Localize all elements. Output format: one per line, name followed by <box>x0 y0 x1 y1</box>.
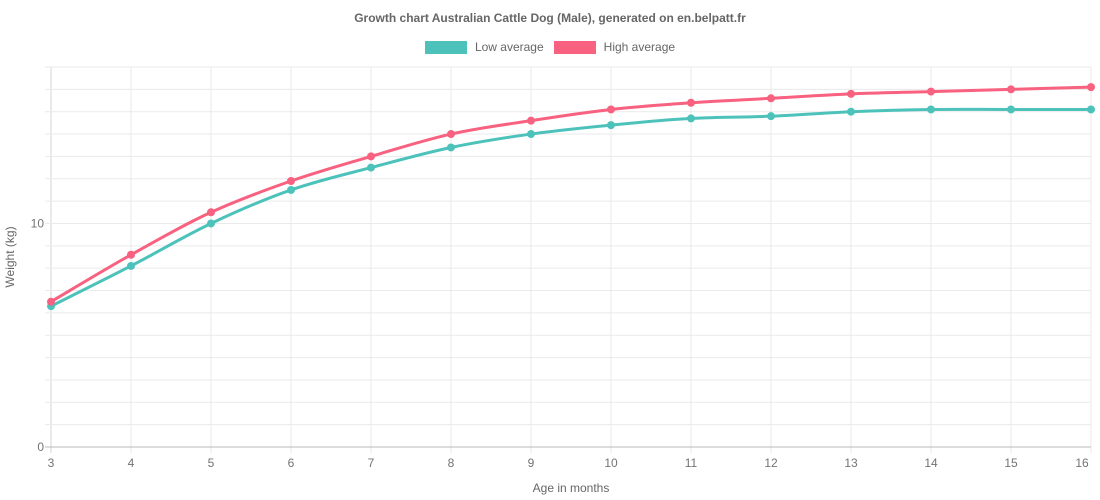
high-average-data-point[interactable] <box>527 116 535 125</box>
chart-title: Growth chart Australian Cattle Dog (Male… <box>354 11 746 25</box>
x-tick-label: 9 <box>528 456 535 470</box>
low-average-data-point[interactable] <box>1007 105 1015 114</box>
legend-swatch-high-average-icon <box>553 41 596 54</box>
x-tick-label: 14 <box>924 456 938 470</box>
low-average-data-point[interactable] <box>527 130 535 139</box>
x-tick-label: 8 <box>448 456 455 470</box>
high-average-line <box>49 85 1093 304</box>
low-average-data-point[interactable] <box>287 185 295 194</box>
y-tick-label: 10 <box>31 216 45 230</box>
x-tick-label: 4 <box>128 456 135 470</box>
legend-item-low-average[interactable]: Low average <box>424 40 544 54</box>
low-average-data-point[interactable] <box>767 112 775 121</box>
x-tick-label: 3 <box>48 456 55 470</box>
high-average-data-point[interactable] <box>687 98 695 107</box>
low-average-data-point[interactable] <box>1087 105 1095 114</box>
x-tick-label: 5 <box>208 456 215 470</box>
y-axis-title: Weight (kg) <box>3 226 17 288</box>
x-tick-label: 11 <box>685 456 698 470</box>
low-average-data-point[interactable] <box>847 107 855 116</box>
chart-legend: Low average High average <box>0 41 1100 54</box>
high-average-data-point[interactable] <box>1087 83 1095 92</box>
low-average-data-point[interactable] <box>207 219 215 228</box>
high-average-data-point[interactable] <box>47 297 55 306</box>
legend-label-low-average: Low average <box>474 40 544 54</box>
legend-item-high-average[interactable]: High average <box>553 40 676 54</box>
low-average-data-point[interactable] <box>367 163 375 172</box>
x-tick-label: 10 <box>604 456 618 470</box>
legend-swatch-low-average-icon <box>424 41 467 54</box>
x-tick-label: 6 <box>288 456 295 470</box>
high-average-data-point[interactable] <box>207 208 215 217</box>
high-average-data-point[interactable] <box>127 250 135 259</box>
low-average-data-point[interactable] <box>447 143 455 152</box>
high-average-data-point[interactable] <box>607 105 615 114</box>
low-average-data-point[interactable] <box>127 261 135 270</box>
low-average-data-point[interactable] <box>607 121 615 130</box>
x-tick-label: 15 <box>1004 456 1018 470</box>
x-axis-title: Age in months <box>532 481 610 495</box>
y-tick-label: 0 <box>37 440 44 454</box>
low-average-data-point[interactable] <box>927 105 935 114</box>
high-average-data-point[interactable] <box>847 89 855 98</box>
x-tick-label: 12 <box>764 456 778 470</box>
low-average-data-point[interactable] <box>687 114 695 123</box>
high-average-data-point[interactable] <box>767 94 775 103</box>
x-tick-label: 13 <box>844 456 858 470</box>
high-average-data-point[interactable] <box>1007 85 1015 94</box>
x-tick-label: 7 <box>368 456 375 470</box>
high-average-data-point[interactable] <box>367 152 375 161</box>
low-average-line <box>49 107 1093 308</box>
high-average-data-point[interactable] <box>927 87 935 96</box>
legend-label-high-average: High average <box>603 40 676 54</box>
x-tick-label: 16 <box>1075 456 1089 470</box>
high-average-data-point[interactable] <box>287 177 295 185</box>
high-average-data-point[interactable] <box>447 130 455 139</box>
